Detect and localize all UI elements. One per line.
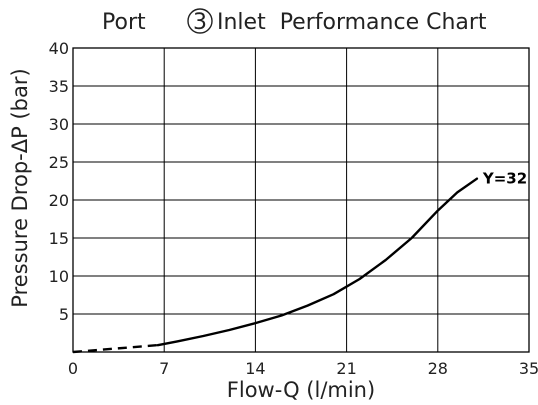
chart-title-suffix: Inlet Performance Chart	[217, 10, 487, 35]
y-tick-label-20: 20	[49, 191, 69, 210]
series-layer: Y=32	[72, 170, 527, 354]
x-tick-label-7: 7	[159, 359, 169, 378]
series-0-dashed-segment	[72, 343, 158, 354]
port-number-circle	[187, 8, 213, 34]
chart-title-port-number: 3	[193, 10, 207, 35]
chart-title-prefix: Port	[102, 10, 146, 35]
y-tick-label-25: 25	[49, 153, 69, 172]
grid	[73, 48, 529, 352]
y-tick-label-5: 5	[59, 305, 69, 324]
y-tick-label-40: 40	[49, 39, 69, 58]
x-tick-label-0: 0	[68, 359, 78, 378]
x-tick-label-28: 28	[428, 359, 448, 378]
series-0-line	[156, 177, 479, 347]
y-axis-title: Pressure Drop-ΔP (bar)	[8, 68, 32, 307]
y-tick-label-35: 35	[49, 77, 69, 96]
series-0-label: Y=32	[482, 170, 527, 188]
x-tick-label-21: 21	[336, 359, 356, 378]
x-tick-label-14: 14	[245, 359, 265, 378]
plot-frame	[72, 47, 530, 353]
y-tick-label-10: 10	[49, 267, 69, 286]
chart-title: Port	[102, 10, 146, 35]
x-axis-title: Flow-Q (l/min)	[227, 378, 375, 402]
y-tick-label-15: 15	[49, 229, 69, 248]
x-tick-label-35: 35	[519, 359, 538, 378]
tick-labels: 0 7 14 21 28 35 5 10 15 20 25 30 35 40	[49, 39, 538, 378]
y-tick-label-30: 30	[49, 115, 69, 134]
